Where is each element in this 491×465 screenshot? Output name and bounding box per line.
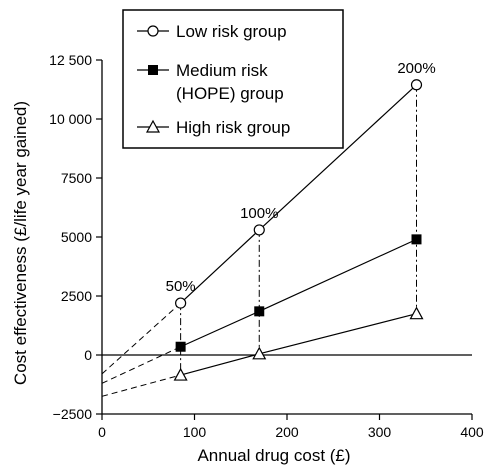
axes: −2500 0 2500 5000 7500 10 000 12 500 0 100 200 300…	[11, 52, 484, 465]
x-tick-label: 200	[275, 424, 299, 440]
legend-marker-high	[145, 119, 161, 133]
legend-box	[122, 9, 344, 149]
legend-label-high: High risk group	[176, 118, 290, 137]
data-point	[254, 306, 265, 317]
series-extrapolation	[101, 374, 181, 397]
data-point	[409, 306, 424, 320]
y-tick-label: 5000	[61, 229, 92, 245]
droplines	[180, 84, 417, 376]
x-tick-label: 300	[368, 424, 392, 440]
x-tick-label: 400	[460, 424, 484, 440]
legend-label-medium-1: Medium risk	[176, 61, 268, 80]
y-tick-label: 0	[84, 347, 92, 363]
x-tick-label: 100	[183, 424, 207, 440]
data-point	[175, 341, 186, 352]
y-axis-title: Cost effectiveness (£/life year gained)	[11, 101, 30, 385]
series-line	[180, 313, 417, 376]
percent-label: 200%	[397, 60, 435, 77]
series-open-triangle	[101, 306, 424, 397]
series-line	[180, 238, 417, 348]
data-point	[410, 79, 423, 91]
legend-label-medium-2: (HOPE) group	[176, 84, 284, 103]
series-open-circle	[101, 79, 423, 375]
data-point	[252, 346, 267, 360]
data-point	[175, 297, 187, 309]
y-tick-label: 7500	[61, 170, 92, 186]
y-tick-label: 12 500	[49, 52, 92, 68]
series-filled-square	[101, 234, 422, 384]
data-point	[411, 234, 422, 245]
legend-marker-low	[147, 25, 159, 37]
x-tick-label: 0	[98, 424, 106, 440]
y-tick-label: −2500	[53, 406, 93, 422]
data-point	[253, 224, 265, 236]
percent-label: 50%	[166, 278, 196, 295]
x-axis-title: Annual drug cost (£)	[197, 446, 350, 465]
legend: Low risk group Medium risk (HOPE) group …	[122, 9, 344, 149]
legend-marker-medium	[148, 65, 158, 75]
series-extrapolation	[101, 302, 181, 375]
annotations: 50% 100% 200%	[166, 60, 436, 295]
data-point	[173, 367, 188, 381]
y-tick-label: 10 000	[49, 111, 92, 127]
series-layer	[101, 79, 424, 397]
y-tick-label: 2500	[61, 288, 92, 304]
legend-label-low: Low risk group	[176, 22, 287, 41]
series-extrapolation	[101, 346, 181, 384]
percent-label: 100%	[240, 205, 278, 222]
